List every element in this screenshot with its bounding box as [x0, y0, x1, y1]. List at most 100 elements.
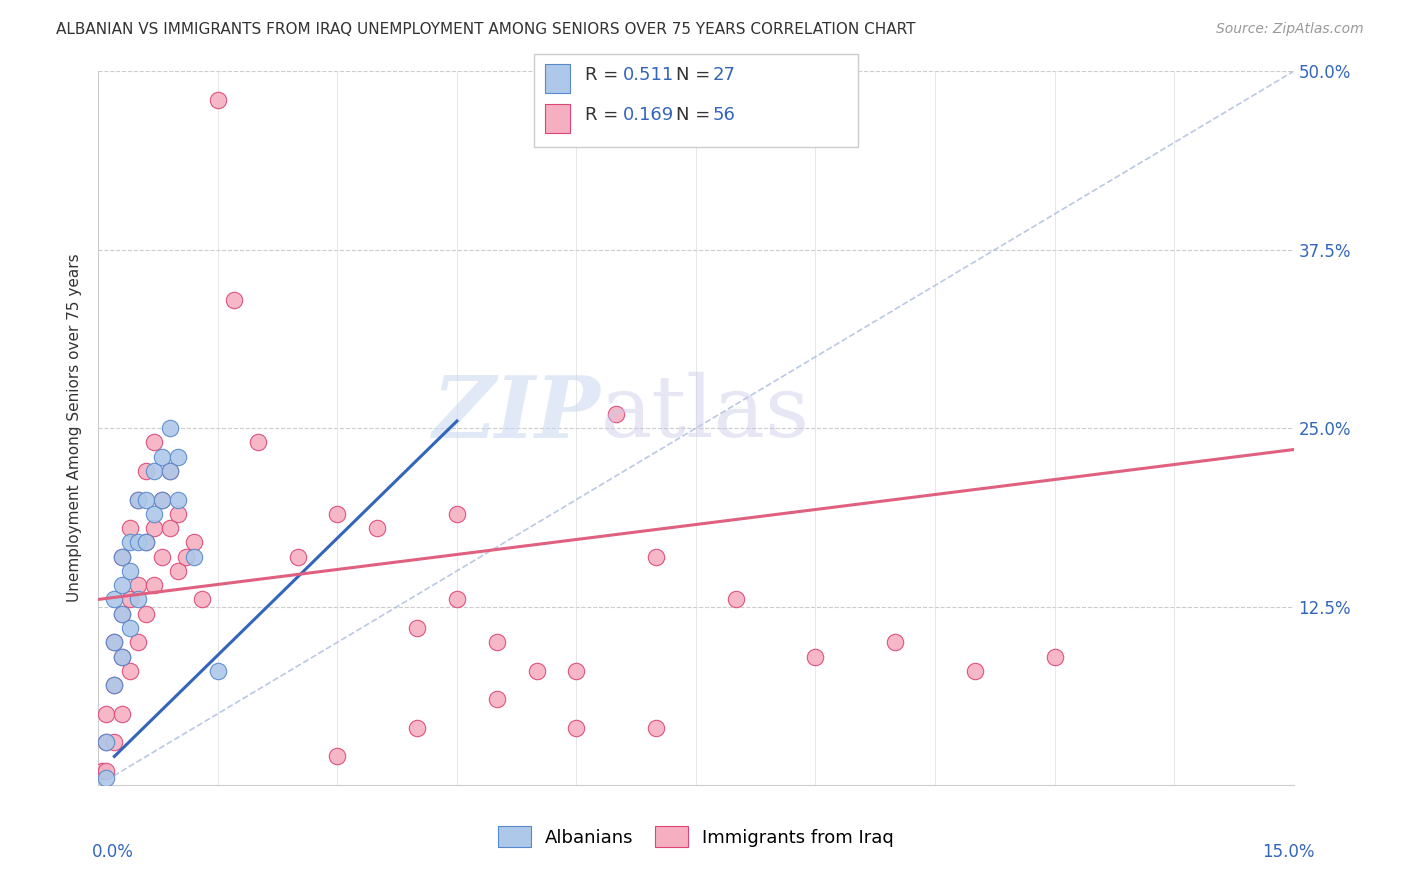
Point [135, 464, 157, 478]
Point [159, 464, 181, 478]
Point [150, 492, 173, 507]
Point [127, 492, 149, 507]
Point [167, 564, 190, 578]
Text: █: █ [550, 109, 565, 128]
Point [135, 492, 157, 507]
Point [645, 721, 668, 735]
Point [96, 771, 118, 785]
Point [103, 592, 125, 607]
Point [103, 678, 125, 692]
Point [183, 549, 205, 564]
Point [406, 621, 429, 635]
Point [246, 435, 269, 450]
Point [167, 492, 190, 507]
Text: R =: R = [585, 106, 624, 124]
Point [135, 607, 157, 621]
Point [111, 607, 134, 621]
Point [150, 492, 173, 507]
Point [183, 535, 205, 549]
Point [884, 635, 907, 649]
Point [111, 578, 134, 592]
Point [111, 706, 134, 721]
Point [1043, 649, 1066, 664]
Point [804, 649, 827, 664]
Legend: Albanians, Immigrants from Iraq: Albanians, Immigrants from Iraq [491, 819, 901, 855]
Point [150, 549, 173, 564]
Point [103, 735, 125, 749]
Point [565, 721, 588, 735]
Point [159, 464, 181, 478]
Point [167, 450, 190, 464]
Point [485, 635, 508, 649]
Point [150, 450, 173, 464]
Point [326, 507, 349, 521]
Point [366, 521, 388, 535]
Point [96, 735, 118, 749]
Point [207, 93, 229, 107]
Point [191, 592, 214, 607]
Point [446, 592, 468, 607]
Point [645, 549, 668, 564]
Point [174, 549, 197, 564]
Point [406, 721, 429, 735]
Point [96, 764, 118, 778]
Text: 0.511: 0.511 [623, 66, 673, 84]
Point [120, 621, 142, 635]
Text: 15.0%: 15.0% [1263, 843, 1315, 861]
Text: Source: ZipAtlas.com: Source: ZipAtlas.com [1216, 22, 1364, 37]
Text: 0.169: 0.169 [623, 106, 673, 124]
Text: N =: N = [676, 66, 716, 84]
Point [135, 535, 157, 549]
Text: atlas: atlas [600, 372, 810, 456]
Point [159, 521, 181, 535]
Point [135, 535, 157, 549]
Point [143, 521, 166, 535]
Point [111, 549, 134, 564]
Point [167, 507, 190, 521]
Point [143, 464, 166, 478]
Text: 56: 56 [713, 106, 735, 124]
Point [111, 649, 134, 664]
Point [207, 664, 229, 678]
Point [143, 578, 166, 592]
Text: ZIP: ZIP [433, 372, 600, 456]
Point [605, 407, 627, 421]
Point [127, 578, 149, 592]
Point [127, 492, 149, 507]
Point [485, 692, 508, 706]
Point [120, 664, 142, 678]
Point [120, 564, 142, 578]
Point [446, 507, 468, 521]
Text: R =: R = [585, 66, 624, 84]
Point [159, 421, 181, 435]
Text: █: █ [550, 69, 565, 88]
Point [111, 607, 134, 621]
Point [96, 735, 118, 749]
Point [103, 678, 125, 692]
Point [222, 293, 245, 307]
Point [103, 635, 125, 649]
Point [127, 592, 149, 607]
Text: ALBANIAN VS IMMIGRANTS FROM IRAQ UNEMPLOYMENT AMONG SENIORS OVER 75 YEARS CORREL: ALBANIAN VS IMMIGRANTS FROM IRAQ UNEMPLO… [56, 22, 915, 37]
Point [120, 535, 142, 549]
Point [120, 521, 142, 535]
Point [724, 592, 747, 607]
Point [127, 535, 149, 549]
Point [111, 549, 134, 564]
Point [96, 706, 118, 721]
Point [143, 435, 166, 450]
Point [143, 507, 166, 521]
Y-axis label: Unemployment Among Seniors over 75 years: Unemployment Among Seniors over 75 years [67, 254, 83, 602]
Text: N =: N = [676, 106, 716, 124]
Point [565, 664, 588, 678]
Point [91, 764, 114, 778]
Point [287, 549, 309, 564]
Point [103, 635, 125, 649]
Text: 27: 27 [713, 66, 735, 84]
Point [111, 649, 134, 664]
Point [127, 635, 149, 649]
Point [120, 592, 142, 607]
Point [326, 749, 349, 764]
Point [526, 664, 548, 678]
Text: 0.0%: 0.0% [91, 843, 134, 861]
